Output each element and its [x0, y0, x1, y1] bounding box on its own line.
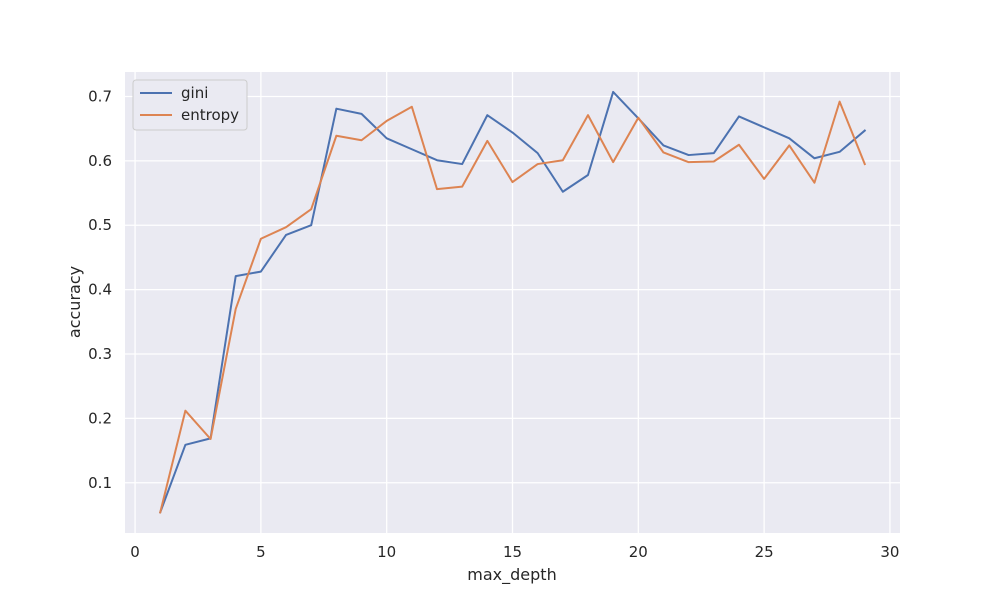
- x-tick-label: 30: [880, 543, 899, 561]
- y-tick-labels: 0.1 0.2 0.3 0.4 0.5 0.6 0.7: [88, 87, 112, 491]
- legend-label-gini: gini: [181, 84, 208, 102]
- x-tick-label: 20: [629, 543, 648, 561]
- grid: [125, 72, 900, 533]
- x-tick-label: 25: [755, 543, 774, 561]
- series-line-entropy: [159, 100, 867, 514]
- x-tick-label: 10: [377, 543, 396, 561]
- x-tick-label: 15: [503, 543, 522, 561]
- series-line-gini: [158, 90, 867, 514]
- y-axis-label: accuracy: [65, 266, 84, 338]
- x-tick-label: 0: [130, 543, 140, 561]
- x-tick-labels: 0 5 10 15 20 25 30: [130, 543, 899, 561]
- y-tick-label: 0.7: [88, 87, 112, 105]
- series-lines: [158, 90, 867, 514]
- y-tick-label: 0.6: [88, 152, 112, 170]
- y-tick-label: 0.2: [88, 409, 112, 427]
- legend: gini entropy: [132, 79, 248, 131]
- legend-label-entropy: entropy: [181, 106, 239, 124]
- y-tick-label: 0.4: [88, 281, 112, 299]
- x-axis-label: max_depth: [467, 565, 556, 585]
- x-tick-label: 5: [256, 543, 266, 561]
- y-tick-label: 0.3: [88, 345, 112, 363]
- y-tick-label: 0.1: [88, 474, 112, 492]
- y-tick-label: 0.5: [88, 216, 112, 234]
